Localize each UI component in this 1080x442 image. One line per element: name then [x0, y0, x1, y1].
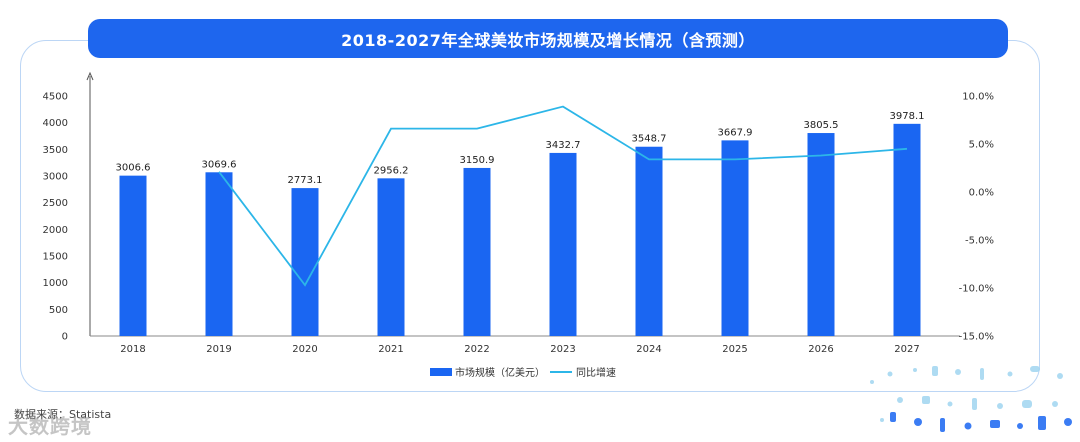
bar-value-label: 2956.2 — [374, 165, 409, 176]
bar — [119, 175, 147, 336]
legend-bar-swatch — [430, 368, 452, 376]
source-note: 数据来源：Statista — [14, 408, 112, 421]
bar-value-label: 3432.7 — [546, 140, 581, 151]
x-tick-label: 2027 — [894, 344, 919, 355]
watermark: 大数跨境 — [8, 414, 92, 438]
x-tick-label: 2023 — [550, 344, 575, 355]
right-tick-label: 10.0% — [962, 92, 994, 103]
bar-value-label: 3069.6 — [202, 159, 237, 170]
y-axis-arrow — [86, 71, 94, 81]
right-tick-label: -5.0% — [965, 236, 994, 247]
bar-value-label: 3150.9 — [460, 155, 495, 166]
bar — [893, 123, 921, 337]
legend-bar-label: 市场规模（亿美元） — [455, 366, 545, 379]
bar — [463, 167, 491, 336]
right-tick-label: -15.0% — [959, 332, 994, 343]
x-tick-label: 2024 — [636, 344, 661, 355]
left-tick-label: 4500 — [43, 92, 68, 103]
bar-value-label: 3667.9 — [718, 127, 753, 138]
bar-value-label: 3006.6 — [116, 163, 151, 174]
chart-axes: 0 500 1000 1500 2000 2500 3000 3500 4000 4500 -15.… — [43, 71, 994, 355]
x-tick-label: 2021 — [378, 344, 403, 355]
growth-rate-line — [218, 105, 908, 287]
bar-value-label: 3978.1 — [890, 111, 925, 122]
chart-title: 2018-2027年全球美妆市场规模及增长情况（含预测） — [88, 19, 1008, 58]
bar — [635, 146, 663, 336]
left-tick-label: 0 — [62, 332, 68, 343]
line-series — [218, 105, 908, 287]
left-tick-label: 1500 — [43, 252, 68, 263]
bar-data-labels: 3006.6 3069.6 2773.1 2956.2 3150.9 3432.7 3548… — [116, 111, 925, 186]
x-tick-label: 2026 — [808, 344, 833, 355]
right-tick-label: 5.0% — [969, 140, 994, 151]
x-tick-label: 2022 — [464, 344, 489, 355]
x-tick-label: 2019 — [206, 344, 231, 355]
bar — [291, 188, 319, 336]
left-tick-label: 2500 — [43, 198, 68, 209]
right-tick-label: 0.0% — [969, 188, 994, 199]
left-tick-label: 3000 — [43, 172, 68, 183]
x-tick-label: 2018 — [120, 344, 145, 355]
decorative-cosmetics-icons — [870, 366, 1072, 432]
chart-card — [20, 40, 1040, 392]
bar — [377, 178, 405, 336]
bar-value-label: 3548.7 — [632, 134, 667, 145]
bar-value-label: 2773.1 — [288, 175, 323, 186]
bar — [807, 133, 835, 336]
right-tick-label: -10.0% — [959, 284, 994, 295]
left-tick-label: 4000 — [43, 118, 68, 129]
bar — [549, 152, 577, 336]
bar-value-label: 3805.5 — [804, 120, 839, 131]
legend: 市场规模（亿美元） 同比增速 — [430, 366, 616, 379]
bar — [205, 172, 233, 336]
left-tick-label: 2000 — [43, 225, 68, 236]
x-tick-label: 2025 — [722, 344, 747, 355]
left-tick-label: 3500 — [43, 145, 68, 156]
left-tick-label: 1000 — [43, 278, 68, 289]
legend-line-label: 同比增速 — [576, 366, 616, 379]
bar — [721, 140, 749, 336]
x-tick-label: 2020 — [292, 344, 317, 355]
bar-series — [119, 123, 921, 337]
left-tick-label: 500 — [49, 305, 68, 316]
